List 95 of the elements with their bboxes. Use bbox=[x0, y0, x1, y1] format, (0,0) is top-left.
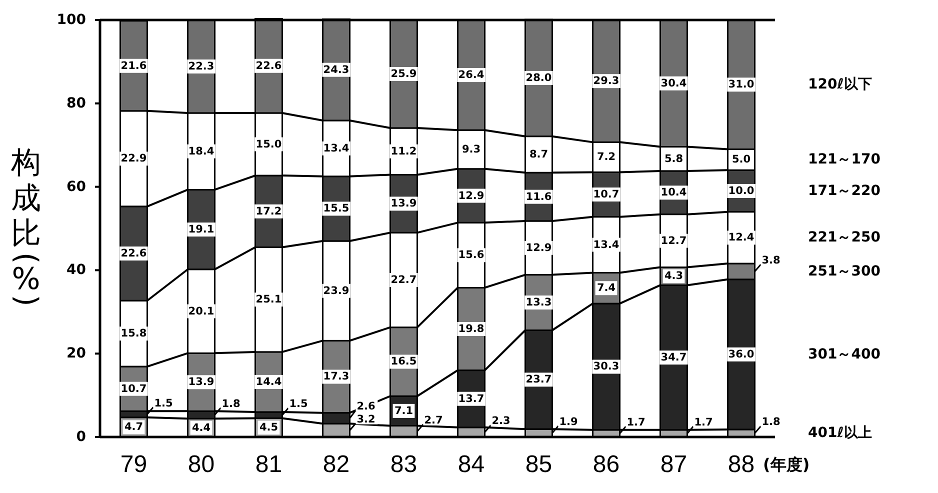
data-label: 17.2 bbox=[256, 205, 282, 218]
data-label: 19.8 bbox=[458, 322, 484, 335]
data-label: 12.4 bbox=[728, 232, 754, 244]
data-label: 22.9 bbox=[120, 152, 147, 165]
data-label: 28.0 bbox=[526, 72, 552, 84]
text: 251～300 bbox=[808, 263, 881, 280]
data-label: 4.5 bbox=[259, 422, 278, 434]
data-label: 17.3 bbox=[323, 370, 350, 383]
text: 120ℓ以下 bbox=[808, 76, 872, 93]
data-label: 25.1 bbox=[256, 294, 282, 306]
data-label: 24.3 bbox=[323, 64, 350, 76]
data-label: 1.9 bbox=[559, 416, 578, 428]
data-label: 31.0 bbox=[728, 78, 754, 91]
data-label: 15.5 bbox=[323, 202, 350, 215]
data-label: 12.7 bbox=[660, 234, 687, 247]
data-label: 1.7 bbox=[694, 416, 713, 428]
data-label: 36.0 bbox=[728, 348, 754, 360]
data-label: 2.6 bbox=[356, 400, 376, 412]
data-label: 13.4 bbox=[593, 238, 620, 251]
data-label: 4.7 bbox=[124, 421, 144, 434]
x-tick-label: 80 bbox=[188, 451, 215, 478]
text: 121～170 bbox=[808, 152, 881, 168]
data-label: 29.3 bbox=[593, 75, 620, 88]
data-label: 19.1 bbox=[188, 224, 214, 236]
data-label: 13.7 bbox=[458, 392, 484, 405]
y-tick-label: 20 bbox=[66, 346, 86, 362]
data-label: 22.7 bbox=[390, 274, 417, 286]
data-label: 7.1 bbox=[394, 404, 414, 417]
data-label: 2.7 bbox=[424, 414, 443, 426]
x-tick-label: 84 bbox=[458, 451, 485, 478]
data-label: 5.8 bbox=[664, 152, 684, 165]
data-label: 15.0 bbox=[256, 138, 282, 150]
data-label: 23.7 bbox=[526, 374, 552, 386]
data-label: 1.8 bbox=[222, 398, 240, 410]
data-label: 22.6 bbox=[120, 248, 147, 260]
y-axis-title: 构成比(%) bbox=[8, 145, 44, 307]
data-label: 22.6 bbox=[256, 60, 282, 72]
data-label: 2.3 bbox=[492, 415, 510, 428]
x-tick-label: 81 bbox=[255, 451, 282, 478]
data-label: 1.7 bbox=[626, 416, 646, 428]
data-label: 13.3 bbox=[526, 296, 552, 309]
data-label: 7.2 bbox=[596, 151, 616, 164]
y-tick-label: 40 bbox=[66, 262, 86, 278]
data-label: 10.0 bbox=[728, 184, 754, 197]
data-label: 10.7 bbox=[593, 188, 620, 201]
data-label: 1.8 bbox=[762, 416, 780, 428]
x-axis-title: (年度) bbox=[763, 455, 810, 474]
x-tick-label: 83 bbox=[390, 451, 418, 478]
y-tick-label: 80 bbox=[66, 95, 86, 112]
data-label: 10.4 bbox=[660, 186, 687, 199]
x-tick-label: 88 bbox=[728, 451, 755, 478]
x-tick-label: 79 bbox=[120, 451, 148, 478]
text: 301～400 bbox=[808, 346, 881, 362]
data-label: 4.4 bbox=[192, 422, 211, 434]
text: 171～220 bbox=[808, 182, 881, 199]
data-label: 1.5 bbox=[289, 398, 308, 410]
data-label: 7.4 bbox=[596, 282, 616, 294]
data-label: 26.4 bbox=[458, 69, 484, 82]
data-label: 23.9 bbox=[323, 284, 350, 297]
data-label: 10.7 bbox=[120, 382, 147, 395]
data-label: 15.8 bbox=[120, 328, 147, 340]
data-label: 12.9 bbox=[458, 190, 484, 202]
data-label: 1.5 bbox=[154, 397, 173, 410]
data-label: 16.5 bbox=[390, 356, 417, 368]
data-label: 11.2 bbox=[390, 145, 417, 158]
data-label: 20.1 bbox=[188, 305, 214, 318]
data-label: 13.4 bbox=[323, 142, 350, 154]
x-tick-label: 82 bbox=[322, 451, 350, 478]
data-label: 13.9 bbox=[390, 198, 417, 210]
data-label: 4.3 bbox=[664, 270, 684, 282]
data-label: 12.9 bbox=[526, 242, 552, 254]
data-label: 5.0 bbox=[732, 154, 751, 166]
x-tick-label: 85 bbox=[525, 451, 552, 478]
text: 221～250 bbox=[808, 230, 881, 246]
data-label: 30.4 bbox=[660, 77, 687, 90]
data-label: 22.3 bbox=[188, 60, 214, 72]
data-label: 8.7 bbox=[529, 148, 548, 160]
data-label: 25.9 bbox=[390, 68, 417, 80]
data-label: 30.3 bbox=[593, 360, 620, 373]
data-label: 9.3 bbox=[462, 143, 481, 156]
data-label: 15.6 bbox=[458, 249, 484, 262]
data-label: 3.8 bbox=[762, 254, 780, 266]
data-label: 18.4 bbox=[188, 145, 214, 158]
y-tick-label: 0 bbox=[76, 429, 86, 445]
x-tick-label: 87 bbox=[660, 451, 688, 478]
x-tick-label: 86 bbox=[592, 451, 620, 478]
y-tick-label: 60 bbox=[66, 178, 86, 195]
data-label: 21.6 bbox=[120, 60, 147, 72]
data-label: 13.9 bbox=[188, 376, 214, 388]
data-label: 3.2 bbox=[356, 413, 376, 426]
text: 401ℓ以上 bbox=[808, 425, 872, 442]
y-tick-label: 100 bbox=[56, 12, 86, 28]
data-label: 11.6 bbox=[526, 190, 552, 203]
data-label: 34.7 bbox=[660, 352, 687, 364]
data-label: 14.4 bbox=[256, 376, 282, 388]
